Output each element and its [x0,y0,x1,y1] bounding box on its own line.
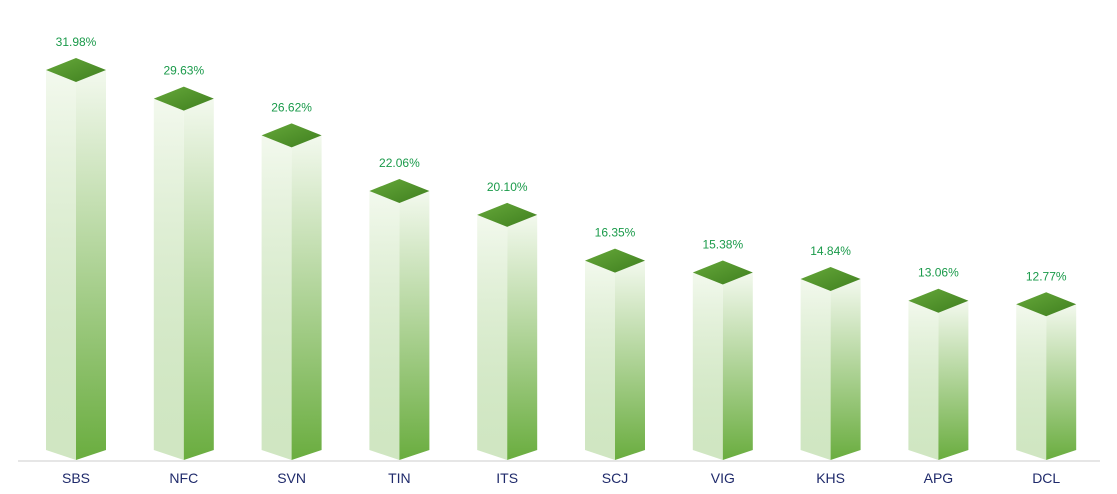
x-tick-label: ITS [496,470,518,486]
bar-left-face [477,214,508,460]
bar-top-cap [585,248,645,273]
bar-top-cap [153,86,214,111]
data-label: 16.35% [595,226,636,240]
bar-left-face [1016,304,1047,460]
bar-right-face [291,135,322,461]
data-label: 13.06% [918,266,959,280]
bar-left-face [46,70,76,460]
bar [908,288,969,460]
x-tick-label: VIG [711,470,735,486]
bar [800,267,861,460]
bar-top-cap [477,202,538,227]
bar-left-face [369,190,400,460]
data-label: 26.62% [271,100,312,114]
data-label: 14.84% [810,244,851,258]
bar [261,123,322,461]
bar-right-face [507,214,538,460]
x-tick-labels: SBS NFC SVN TIN ITS SCJ VIG KHS APG DCL [62,470,1060,486]
bar-right-face [722,272,753,460]
bar-top-cap [908,288,969,313]
bar [369,178,430,460]
bar [46,58,106,460]
bar [692,260,753,460]
bar-top-cap [261,123,322,148]
bar-left-face [908,300,939,460]
data-labels: 31.98% 29.63% 26.62% 22.06% 20.10% 16.35% 15.3… [56,35,1067,283]
bars-layer [46,58,1077,461]
x-tick-label: TIN [388,470,411,486]
bar-right-face [938,300,969,460]
data-label: 31.98% [56,35,97,49]
bar-top-cap [800,267,861,292]
bar-top-cap [46,58,106,82]
data-label: 22.06% [379,156,420,170]
x-tick-label: SCJ [602,470,628,486]
x-tick-label: NFC [169,470,198,486]
x-tick-label: DCL [1032,470,1060,486]
bar [477,202,538,460]
x-tick-label: KHS [816,470,845,486]
bar-right-face [1046,304,1077,460]
data-label: 20.10% [487,180,528,194]
bar-right-face [399,190,430,460]
bar-right-face [76,70,106,460]
data-label: 29.63% [163,64,204,78]
bar-right-face [830,279,861,460]
x-tick-label: SBS [62,470,90,486]
x-tick-label: SVN [277,470,306,486]
bar-right-face [615,260,645,460]
data-label: 12.77% [1026,269,1067,283]
bar [153,86,214,460]
bar-left-face [692,272,723,460]
bar-right-face [183,98,214,460]
bar-left-face [585,260,615,460]
bar-top-cap [369,178,430,203]
bar [1016,292,1077,460]
bar-left-face [800,279,831,460]
bar-left-face [261,135,292,461]
bar-left-face [153,98,184,460]
bar-top-cap [692,260,753,285]
bar-top-cap [1016,292,1077,317]
data-label: 15.38% [702,237,743,251]
x-tick-label: APG [924,470,954,486]
bar [585,248,645,460]
